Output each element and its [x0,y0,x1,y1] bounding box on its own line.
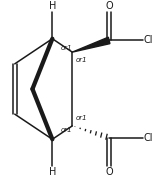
Text: Cl: Cl [144,133,153,143]
Text: Cl: Cl [144,35,153,45]
Text: H: H [49,1,56,11]
Text: O: O [105,1,113,11]
Text: or1: or1 [61,127,72,133]
Polygon shape [72,37,110,52]
Text: or1: or1 [76,57,88,63]
Text: O: O [105,167,113,177]
Text: or1: or1 [76,115,88,121]
Text: or1: or1 [61,45,72,51]
Text: H: H [49,167,56,177]
